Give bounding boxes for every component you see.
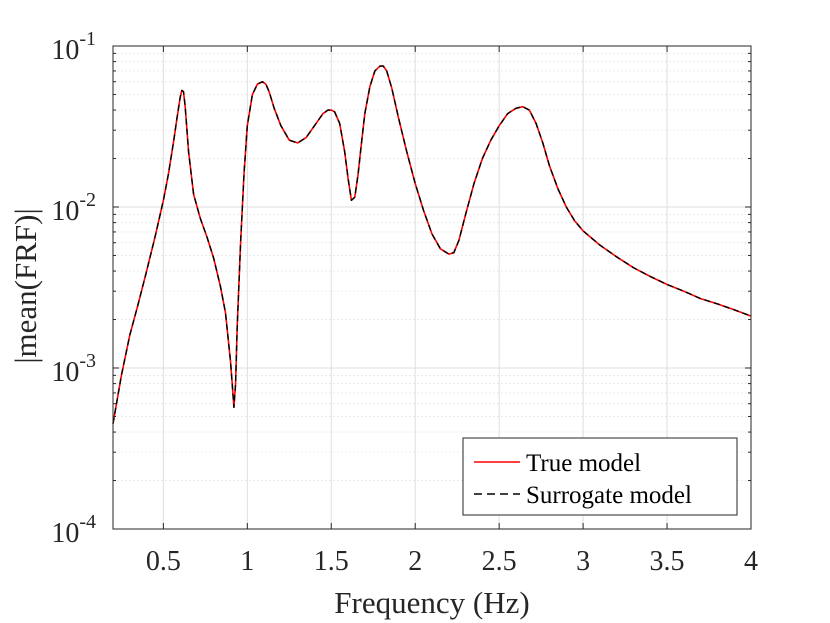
legend: True model Surrogate model — [462, 437, 738, 516]
x-tick-label: 0.5 — [146, 546, 181, 577]
series-lines — [112, 65, 752, 424]
x-tick-labels: 0.5 1 1.5 2 2.5 3 3.5 4 — [146, 546, 758, 577]
x-tick-label: 3 — [576, 546, 590, 577]
y-tick-label: 10-3 — [51, 350, 96, 388]
legend-label-true-model: True model — [526, 450, 641, 477]
x-tick-label: 2.5 — [482, 546, 517, 577]
axis-ticks — [113, 45, 752, 530]
y-tick-label: 10-1 — [51, 28, 96, 66]
x-tick-label: 1 — [240, 546, 254, 577]
x-axis-title: Frequency (Hz) — [334, 585, 529, 620]
x-tick-label: 1.5 — [314, 546, 349, 577]
plot-frame — [112, 45, 752, 530]
x-tick-label: 4 — [744, 546, 758, 577]
y-tick-label: 10-2 — [51, 189, 96, 227]
y-tick-label: 10-4 — [51, 511, 96, 549]
x-tick-label: 2 — [408, 546, 422, 577]
legend-label-surrogate-model: Surrogate model — [526, 482, 692, 509]
y-tick-labels: 10-1 10-2 10-3 10-4 — [51, 28, 96, 549]
legend-box — [462, 437, 738, 516]
y-axis-title: |mean(FRF)| — [8, 208, 43, 363]
x-tick-label: 3.5 — [650, 546, 685, 577]
series-line-surrogate-model — [112, 65, 752, 424]
